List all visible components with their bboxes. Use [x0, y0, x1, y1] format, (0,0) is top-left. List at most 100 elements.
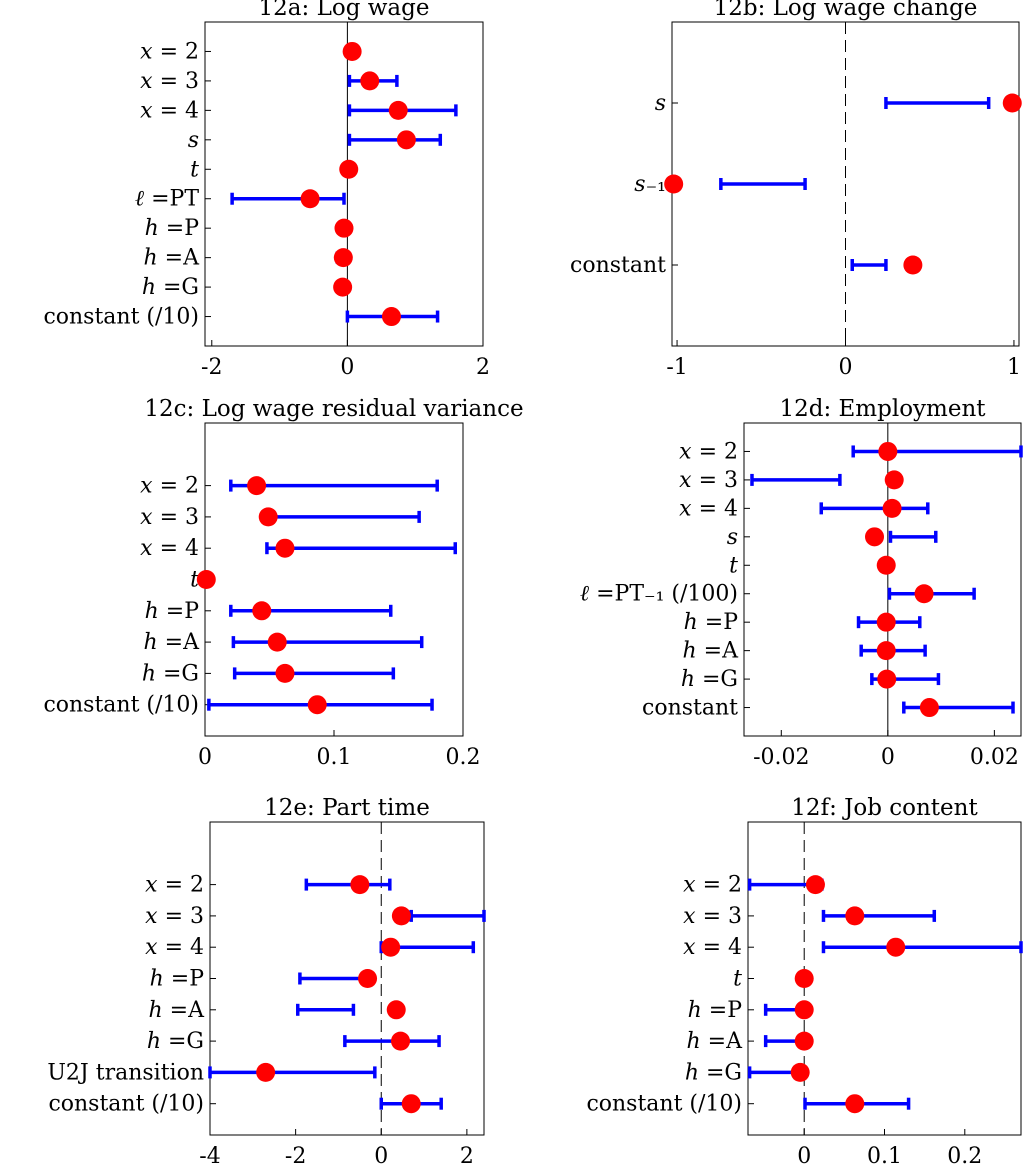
confidence-interval: [296, 1003, 356, 1016]
confidence-interval: [265, 510, 421, 523]
point-estimate: [805, 875, 825, 895]
row-label: constant (/10): [48, 1092, 204, 1117]
row-label: h =A: [144, 246, 201, 271]
x-tick-label: 0.1: [867, 1144, 902, 1165]
row-label: ℓ =PT: [135, 187, 199, 212]
row-label: s: [727, 525, 738, 550]
point-estimate: [358, 969, 378, 988]
point-estimate: [247, 476, 267, 496]
x-tick-label: 2: [460, 1144, 474, 1165]
row-label: ℓ =PT₋₁ (/100): [580, 582, 738, 607]
row-label: x = 3: [683, 904, 742, 929]
confidence-interval: [230, 192, 346, 205]
row-label: x = 2: [683, 873, 742, 898]
row-label: t: [190, 157, 199, 182]
x-tick-label: -2: [201, 355, 222, 380]
panel-title: 12f: Job content: [791, 795, 978, 821]
row-label: x = 3: [140, 69, 199, 94]
x-tick-label: -1: [666, 355, 687, 380]
confidence-interval: [409, 909, 486, 922]
point-estimate: [252, 601, 272, 621]
x-tick-label: -4: [199, 1144, 220, 1165]
row-label: h =G: [142, 275, 199, 300]
row-label: t: [729, 553, 738, 578]
row-label: h =A: [687, 1029, 744, 1054]
point-estimate: [388, 100, 408, 120]
panel-title: 12e: Part time: [264, 795, 430, 821]
x-tick-label: 0.1: [317, 745, 352, 770]
point-estimate: [794, 969, 814, 988]
row-label: x = 4: [140, 536, 199, 561]
point-estimate: [307, 695, 327, 715]
point-estimate: [876, 641, 896, 661]
point-estimate: [878, 441, 898, 461]
row-label: s: [655, 91, 666, 116]
point-estimate: [391, 906, 411, 926]
panel-title: 12d: Employment: [779, 396, 986, 422]
row-label: s: [188, 128, 199, 153]
point-estimate: [876, 612, 896, 632]
point-estimate: [401, 1094, 421, 1114]
row-label: h =A: [683, 639, 740, 664]
x-tick-label: 0.2: [446, 745, 481, 770]
axes-frame: [204, 21, 484, 347]
panel-12e: 12e: Part time -4 -2 0 2 x = 2 x = 3 x = 4 h =P h…: [47, 795, 486, 1165]
row-label: s₋₁: [634, 172, 666, 197]
panel-12c: 12c: Log wage residual variance 0 0.1 0.2 x …: [43, 396, 523, 770]
row-label: x = 4: [145, 935, 204, 960]
point-estimate: [845, 906, 865, 926]
x-tick-label: 2: [476, 355, 490, 380]
point-estimate: [914, 584, 934, 604]
confidence-interval: [888, 530, 938, 543]
confidence-interval: [232, 667, 396, 680]
point-estimate: [865, 527, 885, 547]
row-label: x = 2: [140, 474, 199, 499]
point-estimate: [267, 632, 287, 652]
point-estimate: [300, 189, 320, 209]
row-label: x = 3: [679, 468, 738, 493]
row-label: h =G: [685, 1060, 742, 1085]
x-tick-label: -0.02: [753, 745, 809, 770]
point-estimate: [342, 41, 362, 61]
point-estimate: [381, 937, 401, 957]
row-label: constant (/10): [586, 1092, 742, 1117]
point-estimate: [664, 174, 684, 194]
point-estimate: [334, 218, 354, 238]
point-estimate: [196, 570, 216, 589]
x-tick-label: 0.02: [970, 745, 1019, 770]
confidence-interval: [231, 636, 424, 649]
confidence-interval: [750, 473, 842, 486]
confidence-interval: [265, 542, 458, 555]
point-estimate: [333, 248, 353, 268]
point-estimate: [360, 71, 380, 91]
row-label: constant: [642, 696, 738, 721]
row-label: t: [733, 967, 742, 992]
point-estimate: [845, 1094, 865, 1114]
row-label: x = 2: [140, 39, 199, 64]
row-label: constant: [570, 253, 666, 278]
row-label: h =G: [142, 661, 199, 686]
row-label: h =G: [147, 1029, 204, 1054]
point-estimate: [386, 1000, 406, 1020]
confidence-interval: [821, 941, 1023, 954]
confidence-interval: [298, 972, 369, 985]
confidence-interval: [347, 133, 443, 146]
panel-12b: 12b: Log wage change -1 0 1 s s₋₁ constant: [570, 0, 1022, 380]
x-tick-label: 0: [839, 355, 853, 380]
row-label: x = 4: [140, 98, 199, 123]
point-estimate: [381, 307, 401, 327]
x-tick-label: 0: [340, 355, 354, 380]
x-tick-label: 0: [797, 1144, 811, 1165]
row-label: h =P: [684, 610, 739, 635]
point-estimate: [794, 1000, 814, 1020]
panel-12d: 12d: Employment -0.02 0 0.02 x = 2 x = 3 x = 4…: [580, 396, 1023, 770]
point-estimate: [790, 1062, 810, 1082]
axes-frame: [743, 422, 1022, 737]
point-estimate: [884, 470, 904, 490]
row-label: x = 4: [679, 496, 738, 521]
point-estimate: [275, 663, 295, 683]
point-estimate: [333, 277, 353, 297]
panel-12a: 12a: Log wage -2 0 2 x = 2 x = 3 x = 4 st ℓ =PT h…: [43, 0, 490, 380]
